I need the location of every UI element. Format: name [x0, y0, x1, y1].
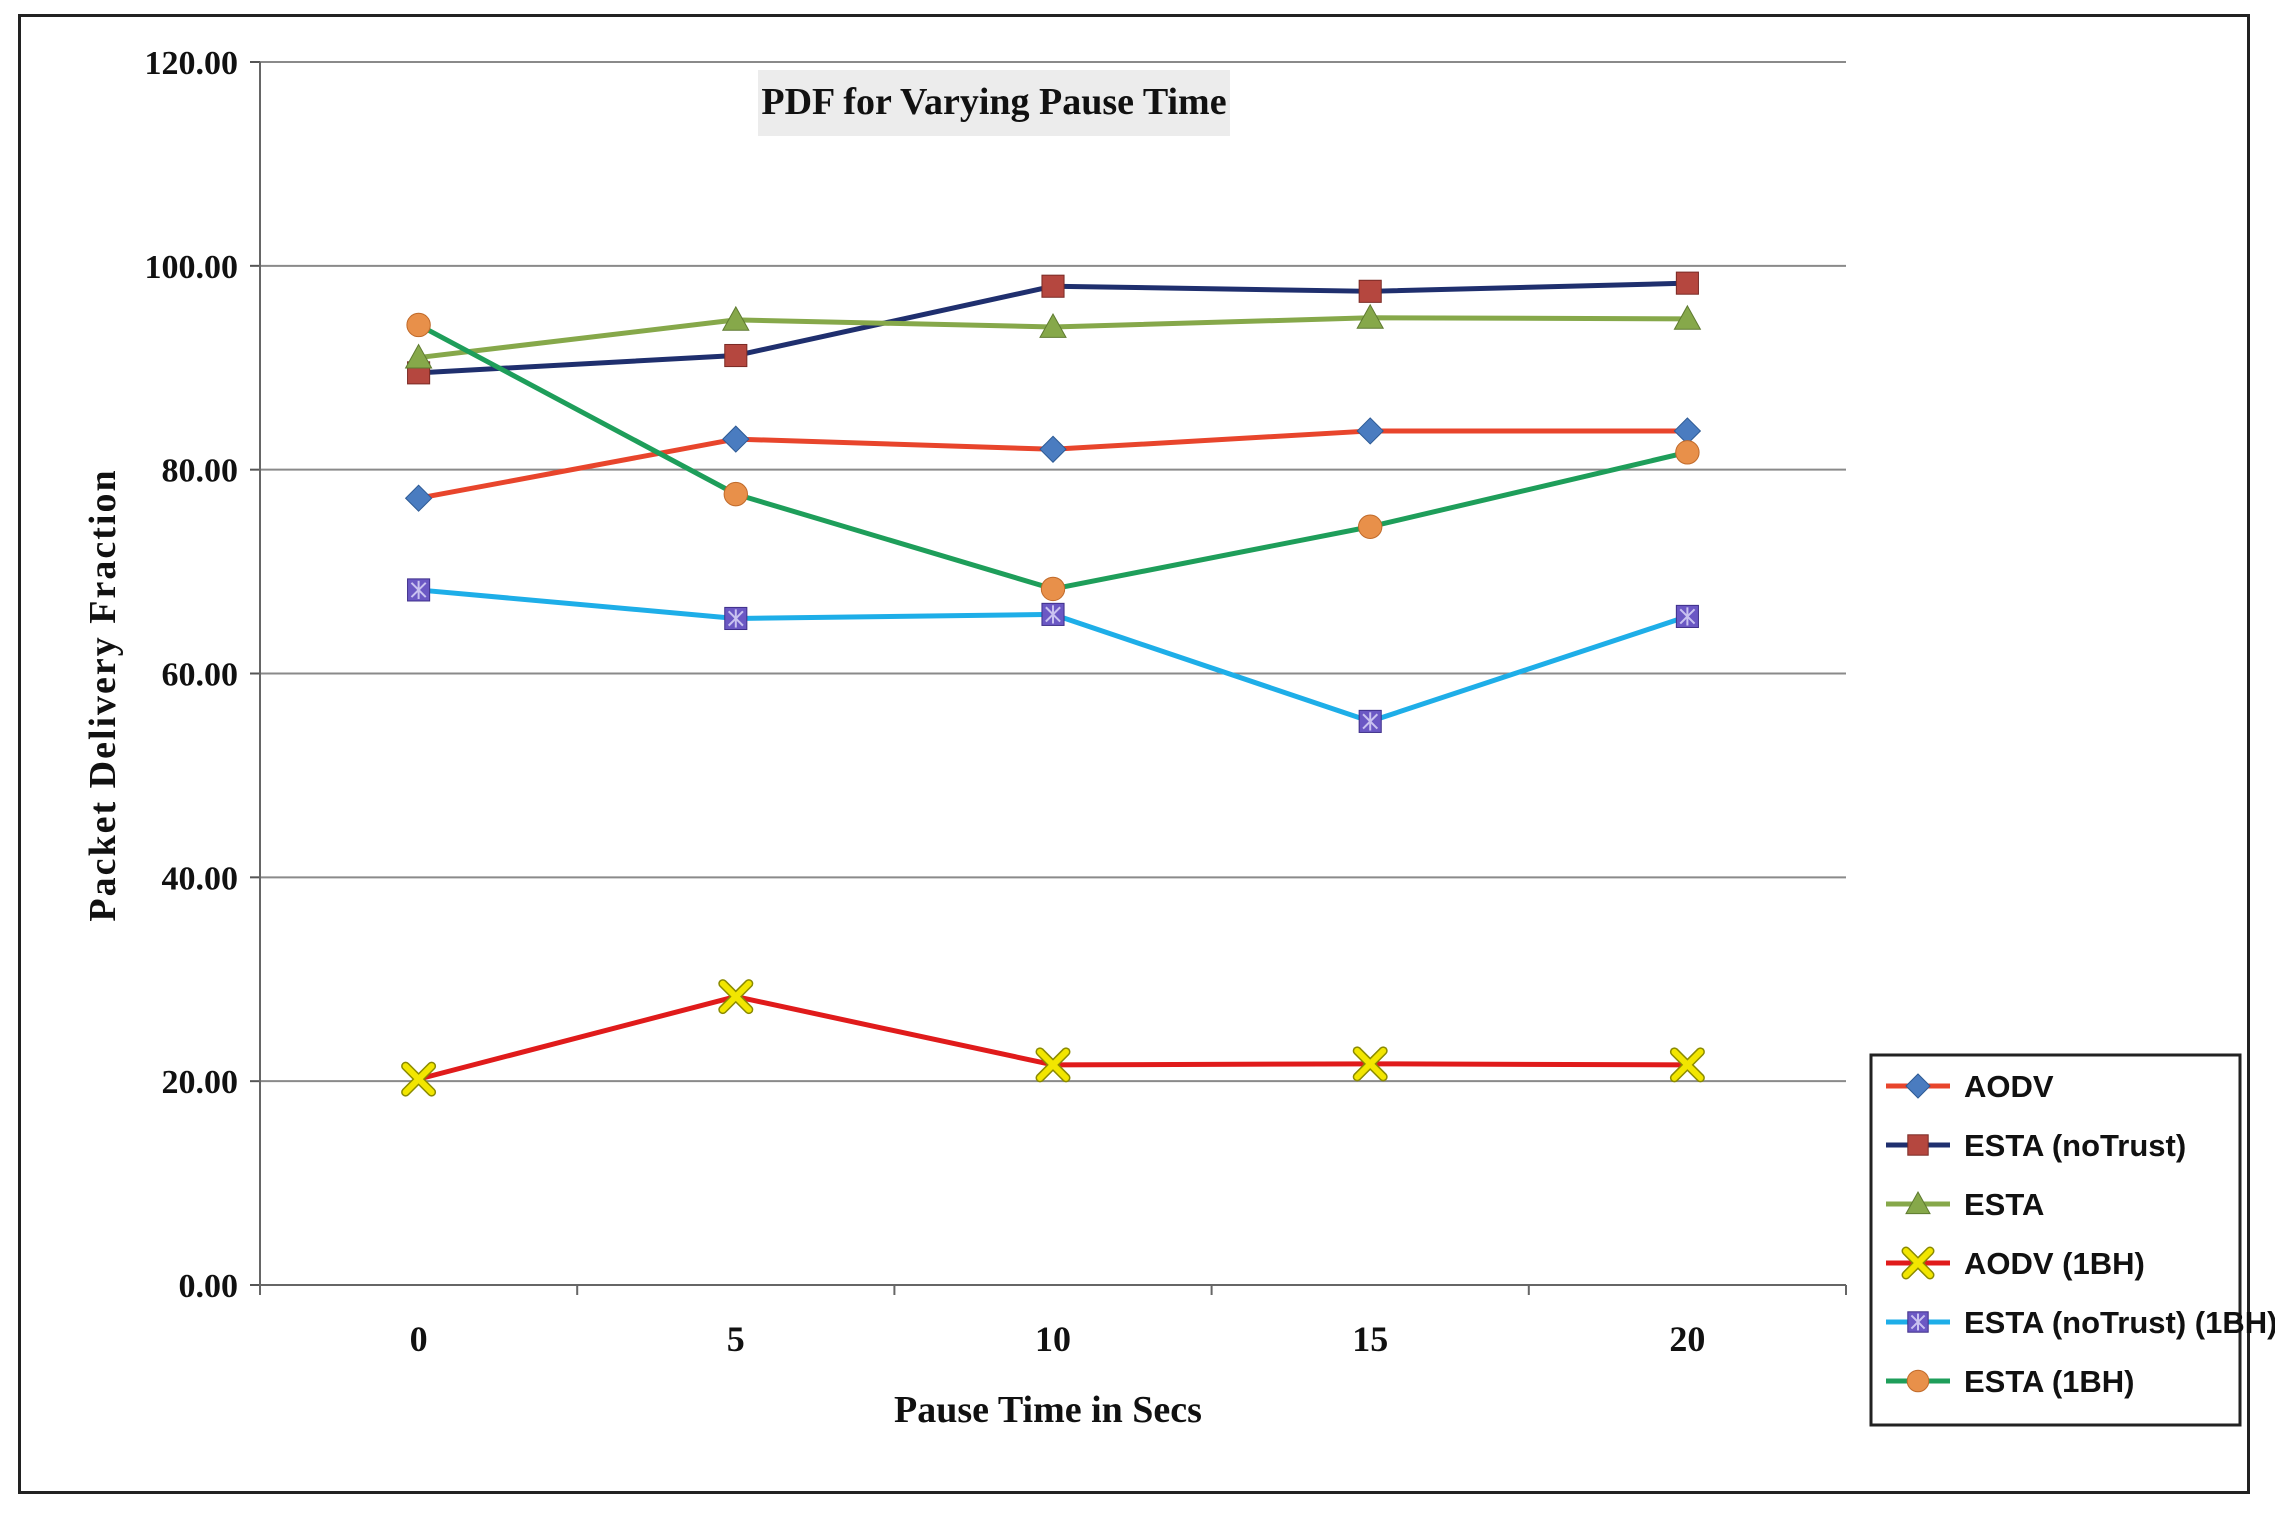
x-tick-label: 15: [1352, 1319, 1388, 1359]
x-marker-stroke: [1354, 1047, 1387, 1080]
legend-entry: ESTA: [1886, 1187, 2044, 1222]
x-marker-stroke: [719, 980, 752, 1013]
legend-label: ESTA: [1964, 1187, 2044, 1222]
square-marker: [1675, 271, 1699, 295]
legend-marker: [1901, 1246, 1935, 1280]
y-tick-label: 80.00: [162, 453, 239, 490]
x-tick-label: 10: [1035, 1319, 1071, 1359]
diamond-marker: [1039, 435, 1067, 463]
legend: AODV ESTA (noTrust) ESTA AODV (1BH) ESTA (no…: [1869, 1053, 2275, 1427]
data-point: [1358, 709, 1382, 733]
data-point: [724, 606, 748, 631]
legend-marker: [1906, 1369, 1930, 1393]
data-point: [1673, 304, 1702, 330]
triangle-marker: [1039, 312, 1067, 338]
data-point: [1669, 1047, 1705, 1083]
data-point: [404, 343, 433, 369]
data-point: [1035, 1047, 1071, 1083]
data-point: [724, 343, 748, 368]
legend-label: ESTA (noTrust) (1BH): [1964, 1305, 2275, 1340]
triangle-marker: [1356, 303, 1385, 329]
data-point: [404, 484, 433, 512]
data-point: [1041, 274, 1065, 298]
data-point: [1675, 271, 1699, 295]
series-markers: [401, 271, 1705, 1097]
triangle-marker: [721, 305, 750, 331]
square-marker: [1041, 274, 1065, 298]
x-marker-stroke: [1671, 1048, 1704, 1081]
triangle-marker: [1673, 304, 1702, 330]
circle-marker: [1040, 576, 1066, 602]
chart-title: PDF for Varying Pause Time: [761, 81, 1226, 123]
y-tick-label: 120.00: [145, 45, 239, 82]
axes: 0.00 20.00 40.00 60.00 80.00 100.00 120.00 0 5 10…: [145, 45, 1847, 1359]
diamond-marker: [1673, 417, 1702, 445]
legend-marker: [1905, 1190, 1931, 1215]
data-point: [1352, 1046, 1388, 1082]
x-marker-stroke: [1037, 1048, 1069, 1081]
square-marker: [724, 343, 748, 368]
x-marker-stroke: [402, 1063, 435, 1096]
legend-entry: AODV: [1886, 1069, 2054, 1104]
y-tick-label: 20.00: [162, 1064, 239, 1101]
square-marker: [1358, 279, 1382, 303]
gridlines: [260, 61, 1846, 1083]
series-lines: [417, 280, 1689, 1082]
data-point: [721, 305, 750, 331]
y-axis-title: Packet Delivery Fraction: [82, 468, 124, 921]
data-point: [1039, 312, 1067, 338]
y-tick-label: 40.00: [162, 860, 239, 897]
x-tick-label: 5: [727, 1319, 745, 1359]
data-point: [1040, 576, 1066, 602]
x-axis-title: Pause Time in Secs: [894, 1389, 1202, 1431]
circle-marker: [1358, 514, 1383, 539]
circle-marker: [406, 312, 431, 338]
diamond-marker: [404, 484, 433, 512]
data-point: [1675, 440, 1700, 465]
legend-entry: ESTA (noTrust): [1886, 1128, 2186, 1163]
x-marker-stroke: [1903, 1248, 1933, 1278]
circle-marker: [1675, 440, 1700, 465]
legend-marker: [1907, 1311, 1929, 1333]
data-point: [1039, 435, 1067, 463]
y-tick-label: 100.00: [145, 249, 239, 286]
legend-marker: [1905, 1073, 1931, 1099]
diamond-marker: [1356, 417, 1384, 445]
legend-label: ESTA (noTrust): [1964, 1128, 2186, 1163]
data-point: [1041, 602, 1065, 626]
legend-box: [1869, 1053, 2242, 1427]
data-point: [723, 481, 748, 507]
legend-entry: ESTA (1BH): [1886, 1364, 2135, 1399]
legend-label: AODV (1BH): [1964, 1246, 2145, 1281]
data-point: [722, 425, 750, 453]
legend-entry: ESTA (noTrust) (1BH): [1886, 1305, 2275, 1340]
data-point: [1356, 417, 1384, 445]
data-point: [1358, 514, 1383, 539]
data-point: [406, 312, 431, 338]
legend-label: AODV: [1964, 1069, 2054, 1104]
data-point: [401, 1061, 437, 1097]
triangle-marker: [1905, 1190, 1931, 1215]
square-marker: [1907, 1134, 1929, 1156]
data-point: [1673, 417, 1702, 445]
data-point: [1356, 303, 1385, 329]
legend-label: ESTA (1BH): [1964, 1364, 2135, 1399]
diamond-marker: [722, 425, 750, 453]
legend-marker: [1907, 1134, 1929, 1156]
legend-entry: AODV (1BH): [1886, 1246, 2145, 1281]
x-tick-label: 0: [410, 1319, 428, 1359]
y-tick-label: 60.00: [162, 657, 239, 694]
data-point: [1358, 279, 1382, 303]
triangle-marker: [404, 343, 433, 369]
data-point: [718, 979, 754, 1015]
x-tick-label: 20: [1669, 1319, 1705, 1359]
data-point: [1675, 604, 1699, 628]
data-point: [407, 578, 431, 602]
circle-marker: [1906, 1369, 1930, 1393]
chart-title-background: [758, 70, 1230, 136]
y-tick-label: 0.00: [179, 1268, 239, 1305]
diamond-marker: [1905, 1073, 1931, 1099]
circle-marker: [723, 481, 748, 507]
